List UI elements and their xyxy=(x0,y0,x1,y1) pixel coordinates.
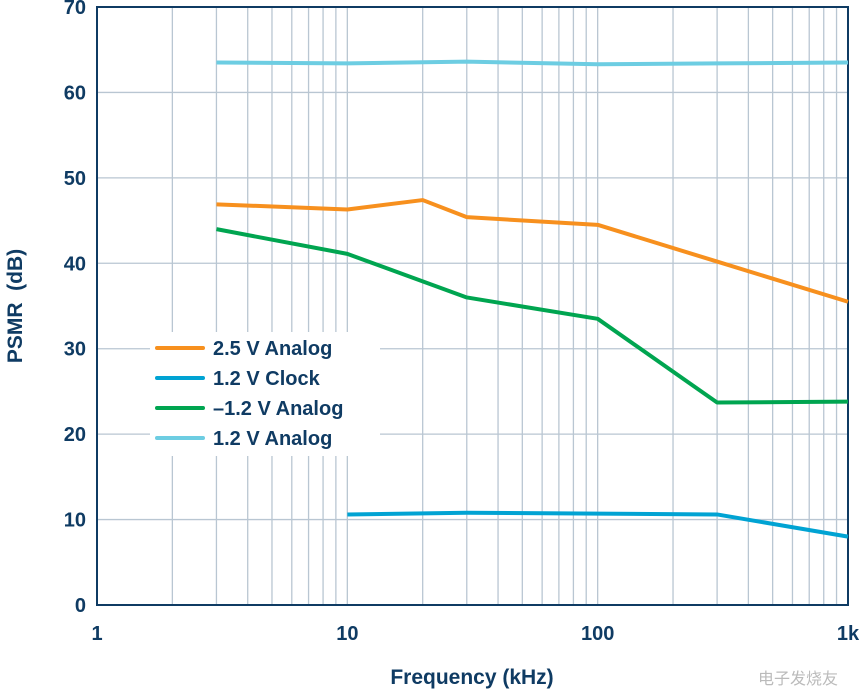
y-tick-label: 50 xyxy=(64,168,86,190)
x-tick-label: 1 xyxy=(91,623,102,645)
watermark: 电子发烧友 xyxy=(758,670,838,688)
legend-label: –1.2 V Analog xyxy=(213,398,343,420)
x-tick-label: 1k xyxy=(837,623,860,645)
plot-frame xyxy=(96,6,849,606)
y-tick-label: 70 xyxy=(64,0,86,19)
legend: 2.5 V Analog 1.2 V Clock –1.2 V Analog 1.2 … xyxy=(150,332,380,456)
x-axis-label: Frequency (kHz) xyxy=(390,666,553,689)
legend-label: 1.2 V Clock xyxy=(213,368,321,390)
series-lines xyxy=(216,59,849,539)
y-tick-label: 30 xyxy=(64,339,86,361)
y-tick-label: 60 xyxy=(64,82,86,104)
axes: 1 10 100 1k 0 10 20 30 40 50 60 70 xyxy=(64,0,860,645)
legend-label: 1.2 V Analog xyxy=(213,428,332,450)
legend-background xyxy=(150,332,380,456)
series-line-1 xyxy=(347,510,849,539)
x-tick-label: 10 xyxy=(336,623,358,645)
y-tick-label: 0 xyxy=(75,595,86,617)
grid xyxy=(97,7,848,605)
series-line-3 xyxy=(216,59,849,67)
y-tick-label: 10 xyxy=(64,510,86,532)
y-tick-label: 40 xyxy=(64,253,86,275)
legend-label: 2.5 V Analog xyxy=(213,338,332,360)
x-tick-label: 100 xyxy=(581,623,614,645)
y-tick-label: 20 xyxy=(64,424,86,446)
series-line-2 xyxy=(216,227,849,405)
y-axis-label: PSMR (dB) xyxy=(4,249,27,363)
series-line-0 xyxy=(216,198,849,304)
